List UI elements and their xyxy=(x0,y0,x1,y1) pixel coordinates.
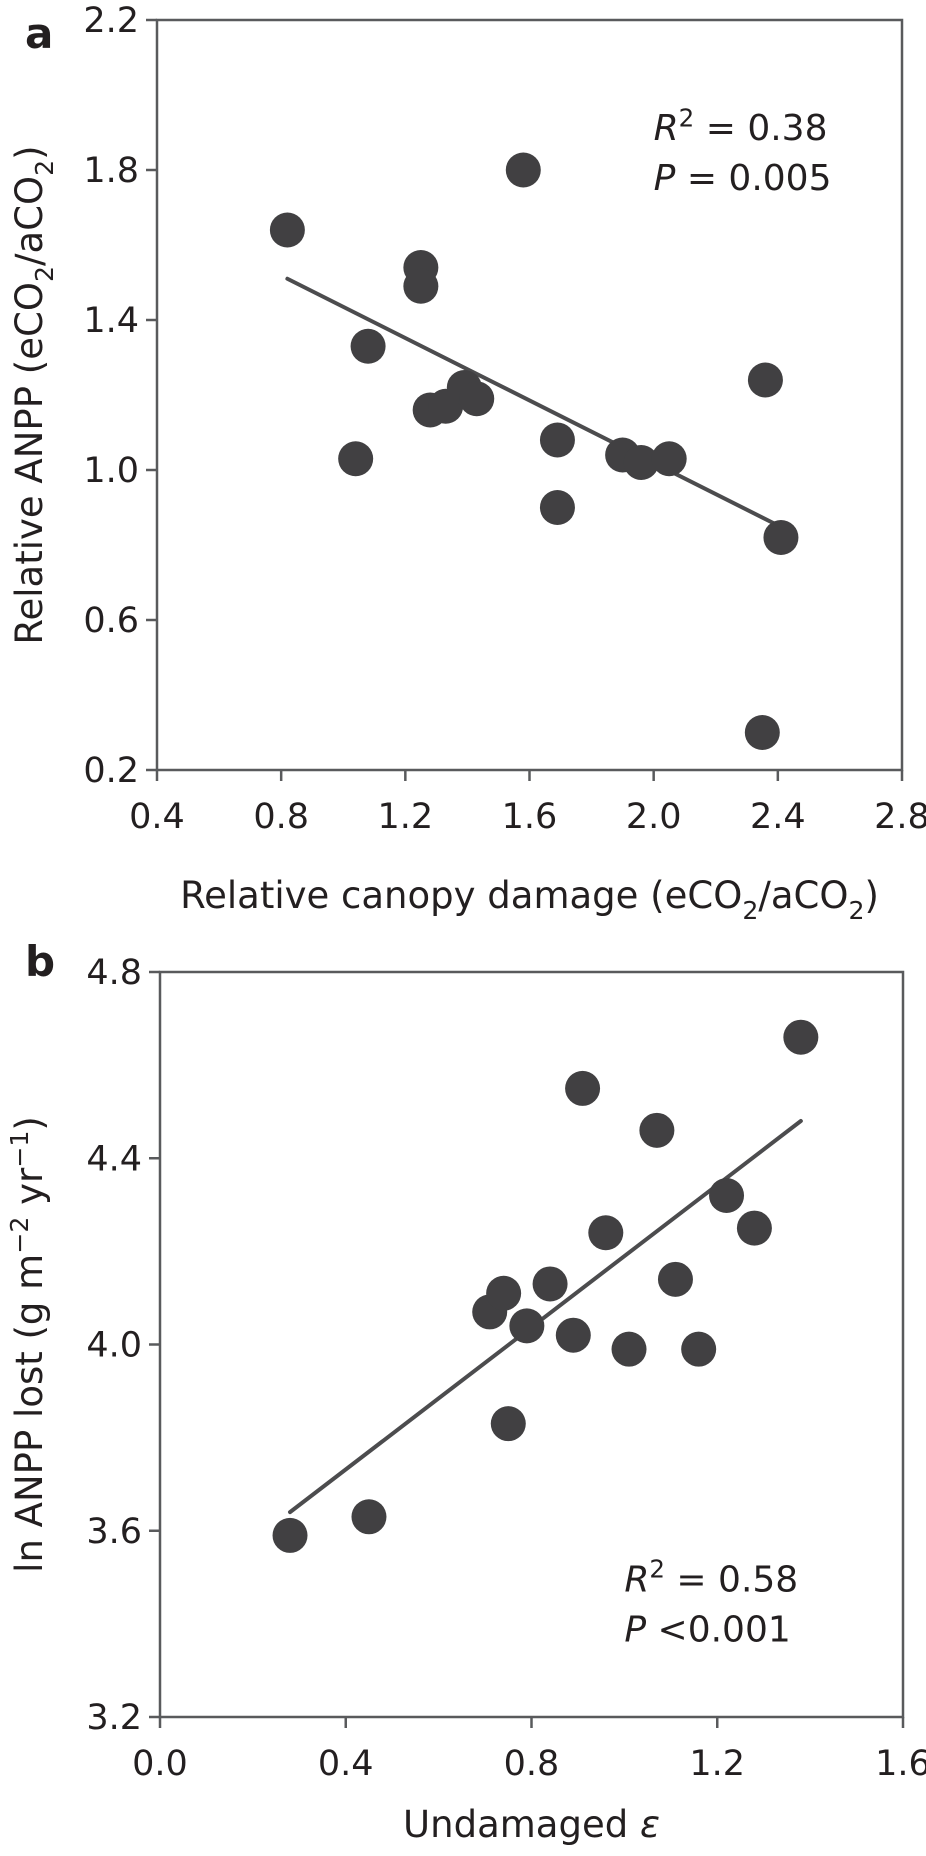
data-point xyxy=(490,1406,526,1442)
y-tick-label: 4.4 xyxy=(86,1139,142,1179)
data-point xyxy=(783,1019,819,1055)
y-tick-label: 0.6 xyxy=(83,601,139,641)
x-tick-label: 0.8 xyxy=(253,797,309,837)
panel-a: 0.4 0.8 1.2 1.6 2.0 2.4 2.8 0.2 0.6 1.0 1.4 1.8 2.2 R… xyxy=(8,1,926,925)
data-point xyxy=(611,1331,647,1367)
x-tick-label: 1.2 xyxy=(377,797,433,837)
data-point xyxy=(486,1275,522,1311)
data-point xyxy=(736,1210,772,1246)
data-point xyxy=(565,1070,601,1106)
data-point xyxy=(403,268,439,304)
data-point xyxy=(744,715,780,750)
x-tick-label: 1.2 xyxy=(689,1744,745,1784)
x-tick-label: 1.6 xyxy=(875,1744,926,1784)
x-axis-label: Undamaged ε xyxy=(403,1803,660,1846)
data-point xyxy=(747,362,783,398)
y-tick-label: 4.8 xyxy=(86,953,142,993)
y-axis-label: Relative ANPP (eCO2/aCO2) xyxy=(8,145,59,644)
x-tick-label: 0.8 xyxy=(504,1744,560,1784)
panel-letter: a xyxy=(25,9,53,58)
y-tick-label: 2.2 xyxy=(83,1,139,41)
x-tick-label: 2.4 xyxy=(750,797,806,837)
y-tick-label: 1.0 xyxy=(83,451,139,491)
data-point xyxy=(269,212,305,248)
panel-b: 0.0 0.4 0.8 1.2 1.6 3.2 3.6 4.0 4.4 4.8 R2 = 0.58 P… xyxy=(0,928,926,1856)
y-axis-label: ln ANPP lost (g m−2 yr−1) xyxy=(5,1116,51,1573)
data-point xyxy=(709,1178,745,1213)
data-point xyxy=(459,381,495,417)
data-point xyxy=(763,520,799,555)
panel-letter: b xyxy=(25,937,55,986)
p-value-annotation: P <0.001 xyxy=(624,1609,790,1650)
p-value-annotation: P = 0.005 xyxy=(654,158,832,199)
r-squared-annotation: R2 = 0.38 xyxy=(654,103,828,149)
x-tick-label: 1.6 xyxy=(502,797,558,837)
data-point xyxy=(623,445,659,480)
x-axis-label: Relative canopy damage (eCO2/aCO2) xyxy=(180,874,879,925)
data-point xyxy=(539,422,575,458)
data-point xyxy=(350,328,386,364)
r-squared-annotation: R2 = 0.58 xyxy=(624,1555,798,1601)
data-point xyxy=(681,1331,717,1367)
data-point xyxy=(651,441,687,477)
y-tick-label: 1.8 xyxy=(83,151,139,191)
data-point xyxy=(588,1215,624,1251)
y-tick-label: 3.6 xyxy=(86,1512,142,1552)
data-point xyxy=(657,1261,693,1297)
x-tick-label: 0.0 xyxy=(132,1744,188,1784)
y-tick-label: 0.2 xyxy=(83,751,139,791)
data-point xyxy=(338,441,374,477)
data-point xyxy=(351,1499,387,1535)
y-tick-label: 3.2 xyxy=(86,1698,142,1738)
data-point xyxy=(555,1317,591,1353)
data-point xyxy=(539,490,575,525)
data-point xyxy=(639,1112,675,1148)
y-tick-label: 4.0 xyxy=(86,1326,142,1366)
data-point xyxy=(509,1308,545,1344)
plot-frame xyxy=(158,970,905,1719)
x-tick-label: 0.4 xyxy=(318,1744,374,1784)
data-point xyxy=(505,152,541,188)
panel-a-chart: 0.4 0.8 1.2 1.6 2.0 2.4 2.8 0.2 0.6 1.0 1.4 1.8 2.2 R… xyxy=(8,1,926,925)
data-point xyxy=(532,1266,568,1302)
x-tick-label: 2.0 xyxy=(626,797,682,837)
y-tick-label: 1.4 xyxy=(83,301,139,341)
regression-line xyxy=(285,276,790,532)
data-point xyxy=(272,1517,308,1553)
x-tick-label: 2.8 xyxy=(874,797,926,837)
panel-b-chart: 0.0 0.4 0.8 1.2 1.6 3.2 3.6 4.0 4.4 4.8 R2 = 0.58 P… xyxy=(5,937,926,1846)
x-tick-label: 0.4 xyxy=(129,797,185,837)
